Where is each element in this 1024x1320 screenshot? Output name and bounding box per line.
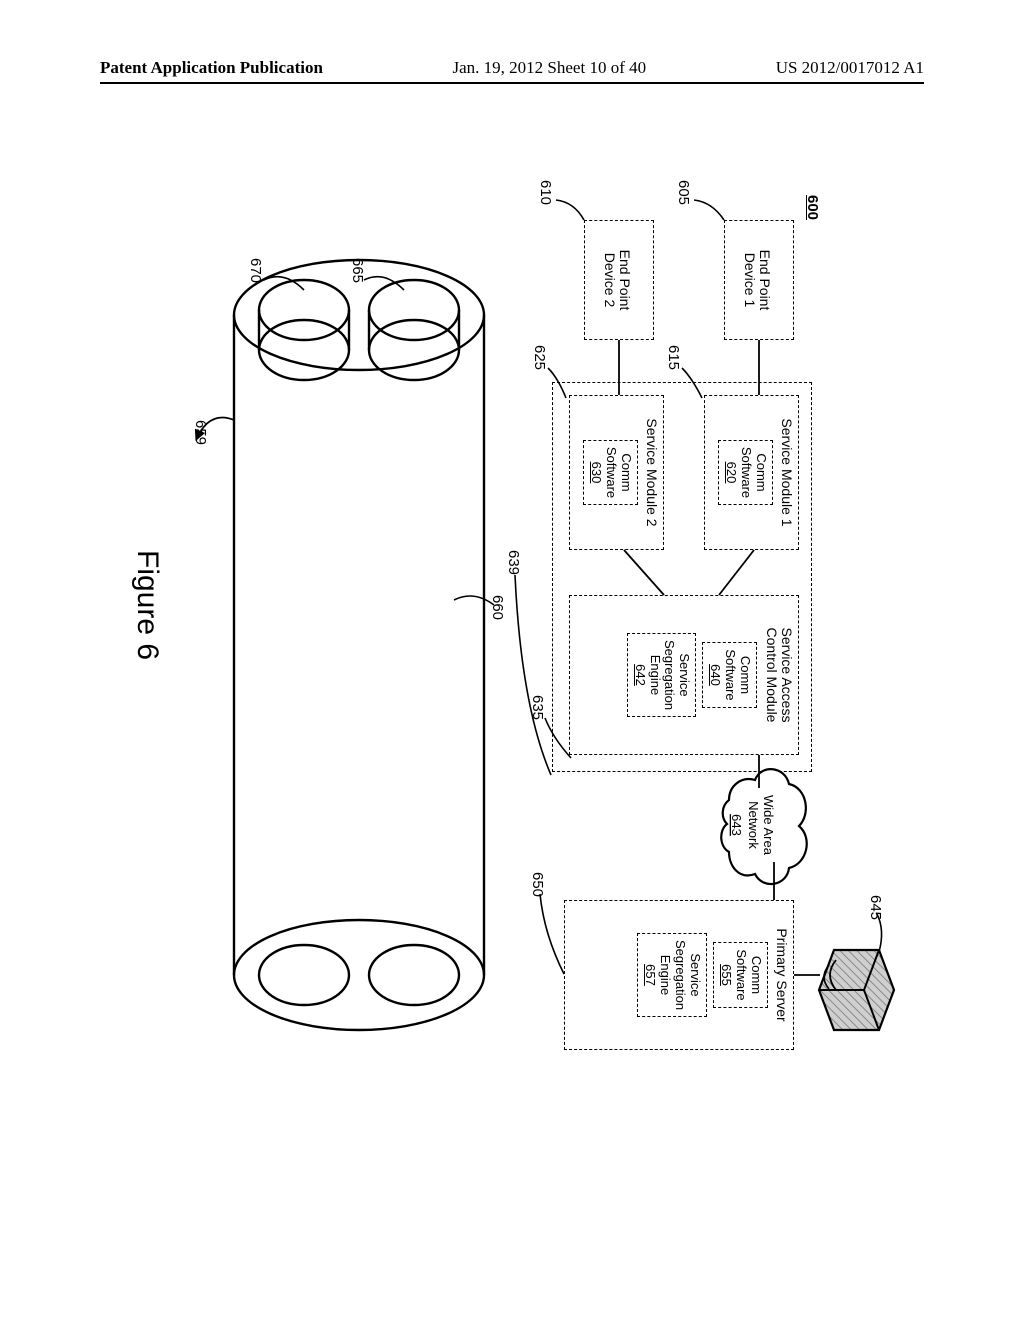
header-left: Patent Application Publication xyxy=(100,58,323,82)
ref-660: 660 xyxy=(489,595,506,620)
wan-line2: Network xyxy=(746,801,761,849)
page: Patent Application Publication Jan. 19, … xyxy=(0,0,1024,1320)
ref-639: 639 xyxy=(505,550,522,575)
ref-670: 670 xyxy=(247,258,264,283)
ref-605: 605 xyxy=(675,180,692,205)
connectors xyxy=(619,340,820,975)
fig-number: 600 xyxy=(804,195,821,220)
ref-610: 610 xyxy=(537,180,554,205)
ref-625: 625 xyxy=(531,345,548,370)
wan-line1: Wide Area xyxy=(761,795,776,856)
hexagon-icon xyxy=(819,950,894,1030)
ref-645: 645 xyxy=(867,895,884,920)
page-header: Patent Application Publication Jan. 19, … xyxy=(100,58,924,84)
ref-635: 635 xyxy=(529,695,546,720)
header-mid: Jan. 19, 2012 Sheet 10 of 40 xyxy=(453,58,647,82)
figure-area: End Point Device 1 End Point Device 2 Se… xyxy=(100,160,924,1060)
pipe-icon xyxy=(234,260,484,1030)
ref-659: 659 xyxy=(192,420,209,445)
header-right: US 2012/0017012 A1 xyxy=(776,58,924,82)
wan-ref: 643 xyxy=(729,814,744,836)
figure-label: Figure 6 xyxy=(130,550,164,660)
rotated-canvas: End Point Device 1 End Point Device 2 Se… xyxy=(100,160,924,1060)
ref-615: 615 xyxy=(665,345,682,370)
diagram-svg: Wide Area Network 643 xyxy=(100,160,924,1060)
ref-665: 665 xyxy=(349,258,366,283)
fig-number-text: 600 xyxy=(804,195,821,220)
ref-650: 650 xyxy=(529,872,546,897)
